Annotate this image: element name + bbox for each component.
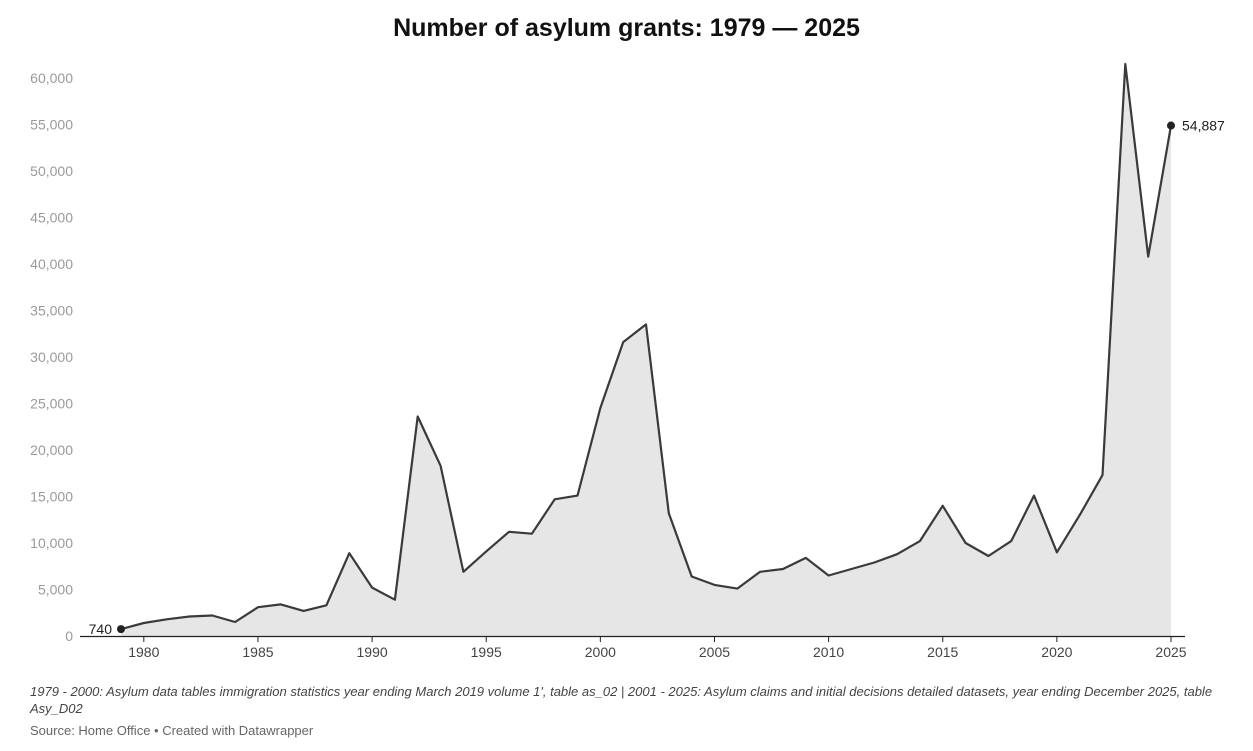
data-labels: 740 54,887 — [89, 118, 1225, 638]
area-fill — [121, 64, 1171, 636]
chart-area: 0 5,000 10,000 15,000 20,000 25,000 30,000 35,0… — [30, 62, 1225, 660]
x-tick-label: 2000 — [585, 644, 616, 660]
x-tick-label: 1980 — [128, 644, 159, 660]
y-tick-label: 25,000 — [30, 396, 73, 412]
data-label: 54,887 — [1182, 118, 1225, 134]
x-tick-label: 1995 — [471, 644, 502, 660]
x-tick-label: 2020 — [1041, 644, 1072, 660]
x-tick-label: 2025 — [1155, 644, 1186, 660]
x-tick-label: 2010 — [813, 644, 844, 660]
y-tick-label: 15,000 — [30, 489, 73, 505]
y-tick-label: 40,000 — [30, 256, 73, 272]
y-tick-label: 35,000 — [30, 303, 73, 319]
footnote: 1979 - 2000: Asylum data tables immigrat… — [30, 684, 1213, 716]
endpoint-marker — [1167, 121, 1175, 130]
y-axis-ticks: 0 5,000 10,000 15,000 20,000 25,000 30,000 35,0… — [30, 70, 73, 644]
y-tick-label: 10,000 — [30, 535, 73, 551]
y-tick-label: 50,000 — [30, 163, 73, 179]
x-tick-label: 2015 — [927, 644, 958, 660]
x-tick-label: 1985 — [242, 644, 273, 660]
y-tick-label: 20,000 — [30, 442, 73, 458]
y-tick-label: 0 — [65, 628, 73, 644]
y-tick-label: 55,000 — [30, 117, 73, 133]
series-line — [120, 62, 1173, 631]
y-tick-label: 60,000 — [30, 70, 73, 86]
x-axis-ticks: 1980 1985 1990 1995 2000 2005 2010 2015 2020 2025 — [128, 636, 1187, 660]
x-tick-label: 1990 — [357, 644, 388, 660]
chart-title: Number of asylum grants: 1979 — 2025 — [393, 14, 860, 42]
endpoint-marker — [117, 625, 125, 634]
y-tick-label: 30,000 — [30, 349, 73, 365]
y-tick-label: 45,000 — [30, 210, 73, 226]
y-tick-label: 5,000 — [38, 582, 73, 598]
x-tick-label: 2005 — [699, 644, 730, 660]
source-line: Source: Home Office • Created with Dataw… — [30, 723, 314, 738]
data-label: 740 — [89, 621, 113, 637]
